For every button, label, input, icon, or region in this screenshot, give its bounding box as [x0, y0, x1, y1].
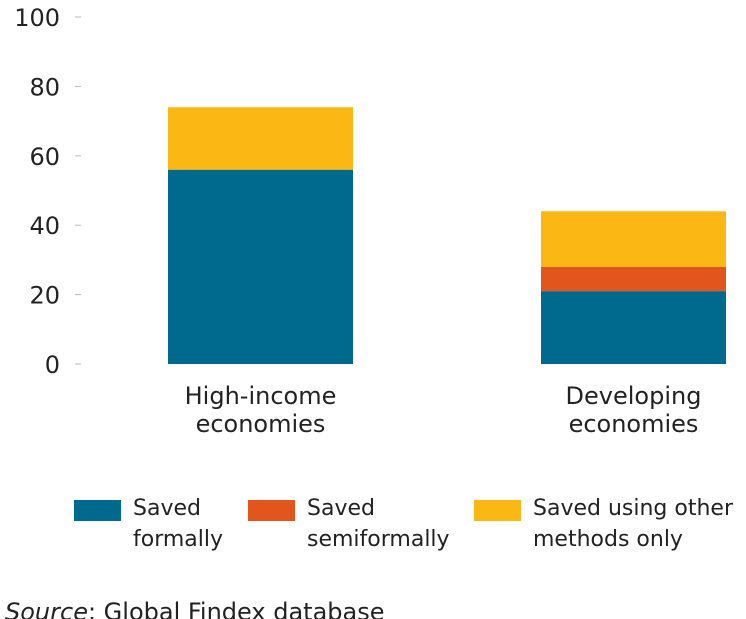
- bar-segment: [168, 169, 353, 364]
- y-tick-label: 20: [29, 282, 60, 310]
- x-tick-label: economies: [196, 410, 326, 438]
- bar-segment: [168, 107, 353, 170]
- x-tick-label: economies: [569, 410, 699, 438]
- legend-swatch: [474, 500, 521, 521]
- y-tick-label: 60: [29, 143, 60, 171]
- legend-swatch: [74, 500, 121, 521]
- y-tick-label: 80: [29, 73, 60, 101]
- bar-segment: [541, 266, 726, 292]
- source-label: Source: [5, 598, 88, 619]
- bar-segment: [541, 291, 726, 364]
- y-tick-label: 40: [29, 212, 60, 240]
- chart-plot: 020406080100High-incomeeconomiesDevelopi…: [14, 4, 726, 438]
- legend-label: Saved using other methods only: [533, 496, 733, 552]
- y-tick-label: 100: [14, 4, 60, 32]
- source-text: : Global Findex database: [87, 598, 385, 619]
- bar-segment: [541, 211, 726, 267]
- x-tick-label: Developing: [566, 382, 702, 410]
- legend-label: Saved semiformally: [307, 496, 450, 552]
- y-tick-label: 0: [45, 351, 60, 379]
- legend-label: Saved formally: [133, 496, 224, 552]
- x-tick-label: High-income: [185, 382, 337, 410]
- source-note: Source: Global Findex database: [5, 598, 385, 619]
- legend-swatch: [248, 500, 295, 521]
